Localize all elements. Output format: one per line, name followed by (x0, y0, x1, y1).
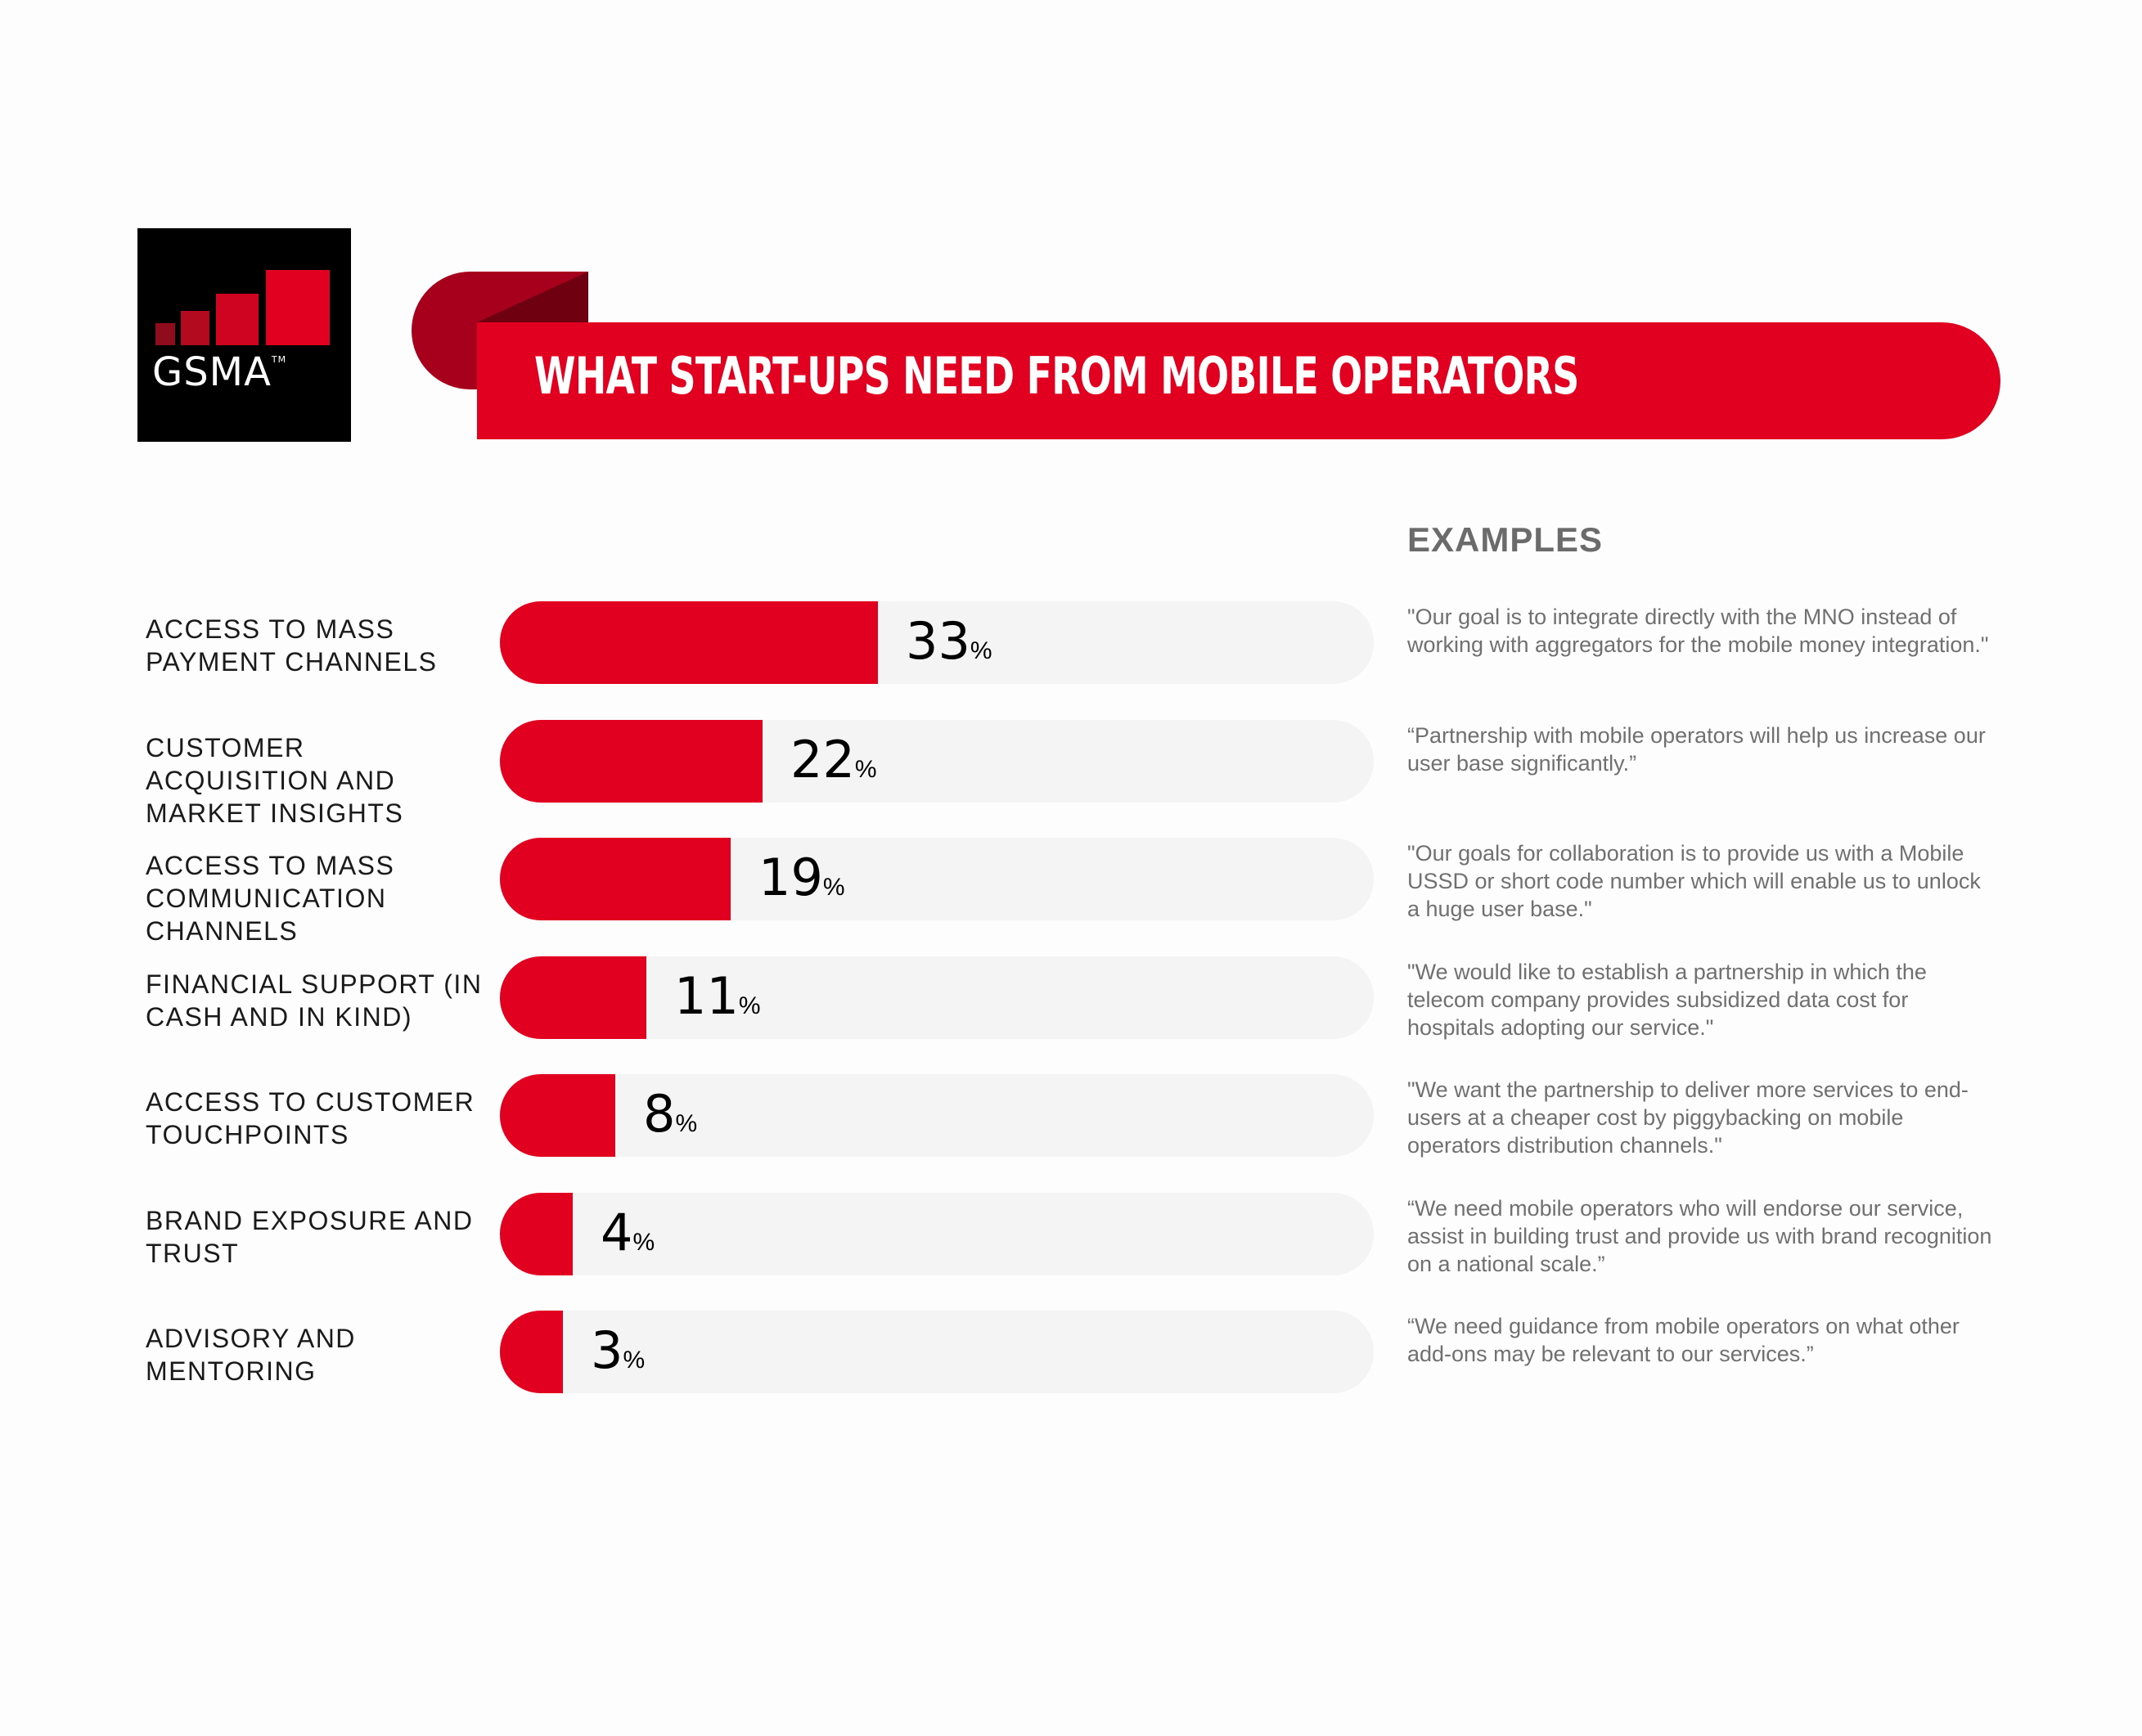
percent-sign: % (970, 637, 992, 664)
category-label: CUSTOMER ACQUISITION AND MARKET INSIGHTS (146, 732, 404, 828)
bar (500, 719, 763, 803)
value-number: 11 (674, 965, 739, 1026)
logo-wordmark: GSMATM (152, 349, 287, 395)
chart-row: ACCESS TO MASS PAYMENT CHANNELS 33% "Our g… (0, 601, 2142, 699)
category-label: BRAND EXPOSURE AND TRUST (146, 1205, 474, 1268)
percent-sign: % (738, 992, 761, 1019)
example-quote: "Our goals for collaboration is to provi… (1407, 841, 1981, 921)
value-label: 11% (674, 966, 761, 1026)
examples-heading: EXAMPLES (1407, 520, 1604, 559)
value-number: 22 (790, 729, 855, 789)
logo-signal-bar (266, 270, 330, 345)
chart-row: ADVISORY AND MENTORING 3% “We need guidanc… (0, 1311, 2142, 1409)
example-quote: "Our goal is to integrate directly with … (1407, 605, 1989, 657)
page-title: WHAT START-UPS NEED FROM MOBILE OPERATOR… (534, 346, 1579, 406)
category-label: FINANCIAL SUPPORT (IN CASH AND IN KIND) (146, 969, 483, 1032)
percent-sign: % (854, 755, 877, 783)
example-quote: "We would like to establish a partnershi… (1407, 959, 1927, 1040)
example-quote: “We need mobile operators who will endor… (1407, 1195, 1992, 1276)
logo-signal-bar (181, 311, 209, 345)
bar (500, 1311, 563, 1393)
chart-row: FINANCIAL SUPPORT (IN CASH AND IN KIND) 1… (0, 956, 2142, 1055)
chart-row: BRAND EXPOSURE AND TRUST 4% “We need mobil… (0, 1192, 2142, 1291)
chart-row: CUSTOMER ACQUISITION AND MARKET INSIGHTS… (0, 719, 2142, 828)
bar (500, 1074, 615, 1157)
bar-track: 11% (500, 956, 1374, 1039)
banner-fold (477, 272, 588, 322)
bar-track: 33% (500, 601, 1374, 684)
value-number: 8 (643, 1084, 676, 1144)
chart-row: ACCESS TO MASS COMMUNICATION CHANNELS 19%… (0, 838, 2142, 946)
bar-track: 8% (500, 1074, 1374, 1157)
percent-sign: % (623, 1347, 646, 1374)
category-label: ADVISORY AND MENTORING (146, 1324, 356, 1386)
percent-sign: % (675, 1110, 698, 1137)
title-banner: WHAT START-UPS NEED FROM MOBILE OPERATOR… (477, 322, 2000, 439)
category-label: ACCESS TO CUSTOMER TOUCHPOINTS (146, 1087, 475, 1149)
value-number: 19 (758, 848, 823, 907)
bar-track: 3% (500, 1311, 1374, 1393)
chart-row: ACCESS TO CUSTOMER TOUCHPOINTS 8% "We want… (0, 1074, 2142, 1172)
bar (500, 838, 731, 920)
value-number: 4 (601, 1202, 633, 1262)
gsma-logo: GSMATM (137, 228, 351, 442)
value-label: 4% (601, 1203, 655, 1262)
bar-track: 19% (500, 838, 1374, 920)
value-number: 33 (906, 611, 970, 671)
bar (500, 601, 878, 684)
bar-track: 22% (500, 719, 1374, 803)
bar (500, 956, 646, 1039)
value-label: 3% (591, 1320, 645, 1380)
logo-signal-bar (216, 294, 259, 345)
example-quote: "We want the partnership to deliver more… (1407, 1077, 1969, 1158)
value-label: 33% (906, 611, 992, 671)
value-number: 3 (591, 1320, 623, 1380)
bar (500, 1192, 573, 1275)
percent-sign: % (822, 874, 845, 901)
percent-sign: % (632, 1228, 655, 1256)
value-label: 22% (790, 730, 877, 789)
value-label: 8% (643, 1084, 697, 1144)
logo-signal-bar (155, 323, 175, 345)
example-quote: “We need guidance from mobile operators … (1407, 1314, 1960, 1366)
category-label: ACCESS TO MASS PAYMENT CHANNELS (146, 614, 438, 677)
example-quote: “Partnership with mobile operators will … (1407, 722, 1986, 776)
value-label: 19% (758, 848, 845, 907)
category-label: ACCESS TO MASS COMMUNICATION CHANNELS (146, 851, 395, 946)
bar-track: 4% (500, 1192, 1374, 1275)
